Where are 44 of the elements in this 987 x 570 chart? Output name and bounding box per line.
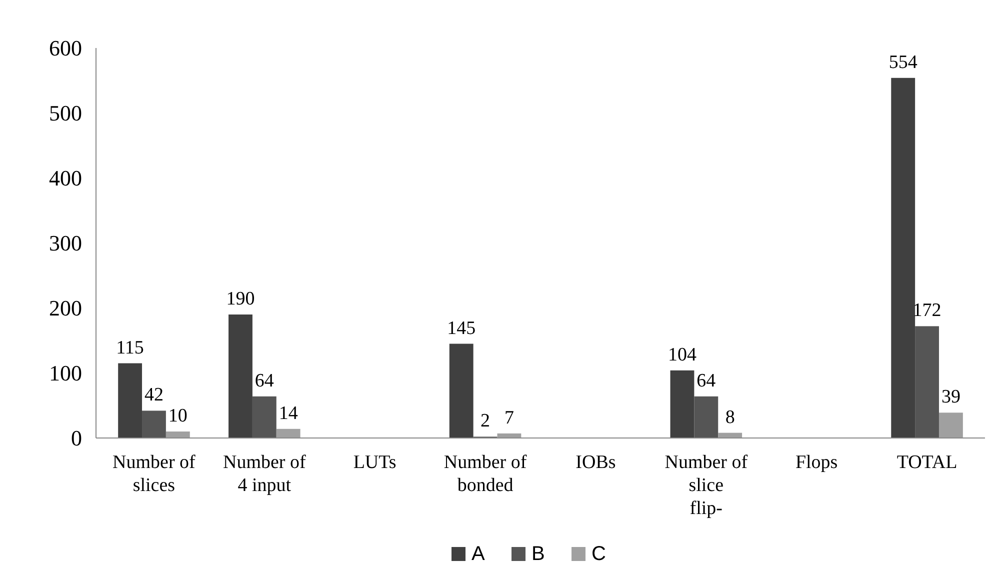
x-tick-label: Number of slices	[112, 452, 196, 496]
bar	[228, 314, 252, 438]
bar	[891, 78, 916, 438]
bar	[938, 412, 963, 438]
bar	[118, 363, 142, 438]
x-tick-label: IOBs	[576, 452, 616, 473]
data-label: 8	[725, 406, 735, 428]
y-tick-label: 200	[49, 296, 82, 321]
x-tick-label: Number of slice flip-	[664, 452, 748, 519]
data-label: 64	[254, 370, 274, 392]
bar	[252, 396, 276, 438]
data-label: 145	[447, 318, 476, 339]
data-label: 7	[504, 407, 514, 428]
data-label: 39	[941, 386, 960, 408]
data-label: 104	[668, 344, 697, 366]
x-tick-label: Number of 4 input	[222, 452, 306, 496]
data-label: 554	[888, 52, 918, 73]
y-tick-label: 100	[49, 360, 82, 386]
data-label: 115	[116, 337, 144, 358]
y-tick-label: 500	[49, 100, 82, 126]
bar	[449, 344, 474, 438]
x-tick-label: LUTs	[353, 452, 396, 473]
y-tick-label: 300	[49, 230, 82, 256]
bar	[166, 432, 190, 438]
y-tick-label: 400	[49, 166, 82, 191]
legend-label: A	[472, 543, 486, 565]
bar	[670, 370, 694, 438]
x-tick-label: Flops	[795, 452, 838, 473]
bar	[915, 326, 939, 438]
data-label: 64	[696, 370, 716, 392]
data-label: 2	[480, 410, 490, 432]
bar	[142, 410, 166, 438]
data-label: 190	[226, 288, 255, 310]
y-tick-label: 0	[71, 426, 82, 451]
data-label: 14	[278, 402, 298, 424]
legend-label: C	[592, 543, 606, 565]
x-tick-label: TOTAL	[896, 452, 958, 473]
x-tick-label: Number of bonded	[444, 452, 528, 496]
bar	[694, 396, 718, 438]
data-label: 10	[168, 406, 188, 426]
bar	[276, 428, 300, 438]
y-tick-label: 600	[49, 36, 82, 61]
data-label: 42	[144, 384, 164, 406]
legend-label: B	[532, 543, 545, 565]
